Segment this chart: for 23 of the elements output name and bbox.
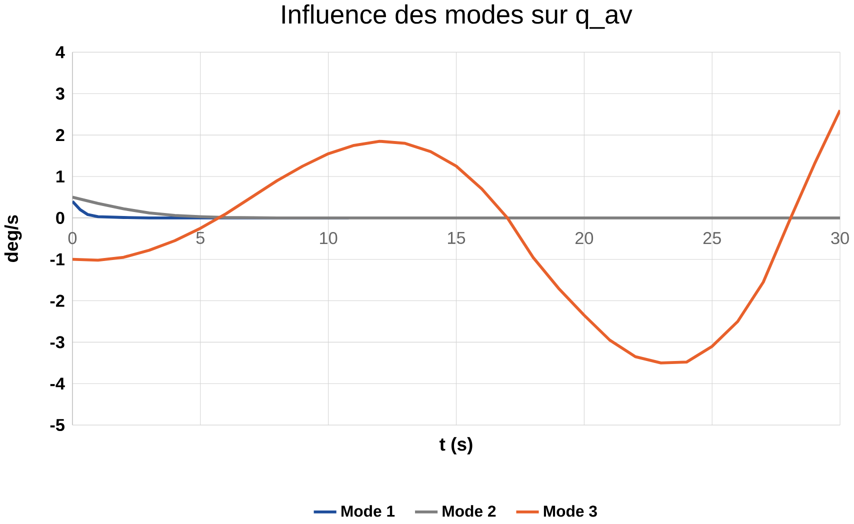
- y-tick-label: -5: [50, 419, 64, 432]
- legend-label: Mode 3: [544, 505, 597, 517]
- y-tick-label: -3: [50, 336, 64, 348]
- y-tick-label: -1: [50, 253, 64, 266]
- y-tick-label: 2: [56, 129, 64, 142]
- y-axis-title: deg/s: [4, 215, 22, 262]
- legend-label: Mode 2: [442, 505, 496, 517]
- y-tick-label: 0: [56, 212, 64, 224]
- x-tick-label: 15: [448, 232, 466, 244]
- x-tick-label: 30: [831, 232, 849, 244]
- x-tick-label: 25: [703, 232, 721, 244]
- x-tick-label: 0: [68, 232, 77, 244]
- y-tick-label: 1: [56, 170, 64, 182]
- y-tick-label: -2: [50, 294, 64, 307]
- y-tick-label: 3: [56, 88, 64, 100]
- x-tick-label: 5: [196, 232, 204, 244]
- x-tick-label: 10: [320, 232, 338, 244]
- legend-label: Mode 1: [342, 505, 395, 517]
- x-axis-title: t (s): [440, 437, 472, 454]
- y-tick-label: -4: [50, 378, 65, 390]
- y-tick-label: 4: [56, 46, 65, 58]
- x-tick-label: 20: [576, 232, 594, 244]
- chart-title: Influence des modes sur q_av: [282, 4, 632, 30]
